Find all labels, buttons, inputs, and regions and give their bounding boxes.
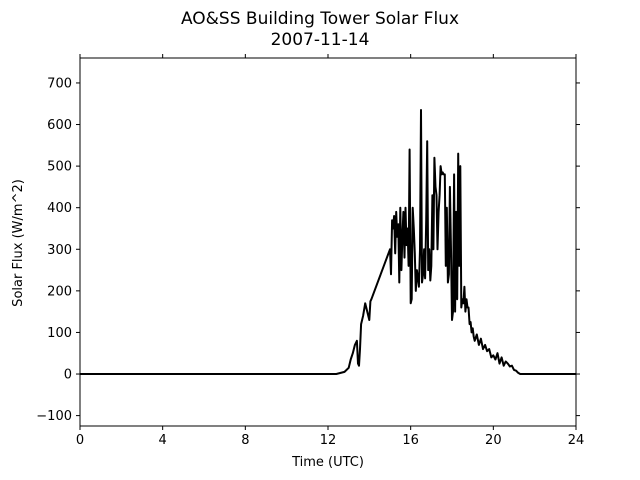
- series-line: [80, 109, 576, 375]
- x-tick-label: 12: [320, 433, 337, 448]
- y-tick-label: 0: [64, 368, 72, 383]
- x-tick-label: 20: [485, 433, 502, 448]
- x-tick-label: 8: [241, 433, 249, 448]
- x-tick-label: 24: [568, 433, 585, 448]
- y-tick-label: 600: [47, 118, 72, 133]
- chart-subtitle: 2007-11-14: [271, 30, 370, 50]
- x-axis: 0 4 8 12 16 20 24: [76, 54, 584, 448]
- y-tick-label: 500: [47, 160, 72, 175]
- plot-area: 0 4 8 12 16 20 24 −100 0 100 200 300 400 500 600 700: [36, 54, 584, 448]
- chart-title: AO&SS Building Tower Solar Flux: [181, 9, 459, 29]
- y-tick-label: 400: [47, 201, 72, 216]
- x-tick-label: 0: [76, 433, 84, 448]
- x-tick-label: 4: [159, 433, 167, 448]
- x-tick-label: 16: [402, 433, 419, 448]
- y-tick-label: 100: [47, 326, 72, 341]
- y-tick-label: 200: [47, 284, 72, 299]
- y-tick-label: 300: [47, 243, 72, 258]
- plot-frame: [79, 57, 577, 427]
- y-tick-label: 700: [47, 76, 72, 91]
- y-axis: −100 0 100 200 300 400 500 600 700: [36, 76, 580, 424]
- x-axis-label: Time (UTC): [291, 455, 364, 470]
- y-tick-label: −100: [36, 409, 72, 424]
- y-axis-label: Solar Flux (W/m^2): [11, 179, 26, 307]
